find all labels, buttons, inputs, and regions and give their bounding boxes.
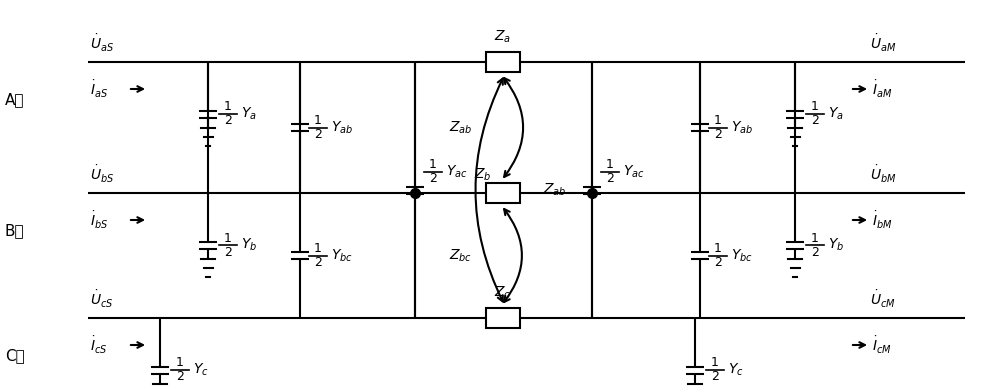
Text: 1: 1 xyxy=(314,114,322,127)
Text: C相: C相 xyxy=(5,349,25,363)
Text: B相: B相 xyxy=(5,224,25,238)
Text: $Y_{ac}$: $Y_{ac}$ xyxy=(623,164,645,180)
Text: $\dot{I}_{cM}$: $\dot{I}_{cM}$ xyxy=(872,334,892,356)
Text: 2: 2 xyxy=(714,128,722,141)
Text: $Y_{ab}$: $Y_{ab}$ xyxy=(731,119,753,136)
Text: 1: 1 xyxy=(811,231,819,245)
Text: $Z_b$: $Z_b$ xyxy=(474,167,492,183)
Text: 2: 2 xyxy=(224,115,232,127)
Text: $\dot{U}_{aS}$: $\dot{U}_{aS}$ xyxy=(90,33,114,54)
Text: $Z_c$: $Z_c$ xyxy=(494,285,512,301)
Text: 1: 1 xyxy=(429,159,437,171)
Text: $\dot{U}_{bS}$: $\dot{U}_{bS}$ xyxy=(90,164,114,185)
Text: 2: 2 xyxy=(811,115,819,127)
Text: 1: 1 xyxy=(224,231,232,245)
Bar xyxy=(486,52,520,72)
Text: 1: 1 xyxy=(176,356,184,370)
Text: $Z_{ab}$: $Z_{ab}$ xyxy=(449,119,473,136)
Text: $Y_a$: $Y_a$ xyxy=(241,106,257,122)
Text: $\dot{U}_{cM}$: $\dot{U}_{cM}$ xyxy=(870,289,896,310)
Text: 2: 2 xyxy=(711,370,719,384)
Text: $\dot{I}_{aM}$: $\dot{I}_{aM}$ xyxy=(872,79,892,99)
Text: $\dot{I}_{aS}$: $\dot{I}_{aS}$ xyxy=(90,79,108,99)
Text: 2: 2 xyxy=(314,256,322,269)
Text: $Y_b$: $Y_b$ xyxy=(241,237,257,253)
Text: $Y_c$: $Y_c$ xyxy=(728,362,744,378)
Text: 1: 1 xyxy=(224,101,232,113)
Text: 1: 1 xyxy=(714,242,722,255)
Text: 1: 1 xyxy=(811,101,819,113)
Text: $\dot{U}_{bM}$: $\dot{U}_{bM}$ xyxy=(870,164,897,185)
Bar xyxy=(486,308,520,328)
Text: $Y_{bc}$: $Y_{bc}$ xyxy=(731,247,753,264)
Text: $Y_b$: $Y_b$ xyxy=(828,237,844,253)
Text: 2: 2 xyxy=(429,173,437,185)
Text: 2: 2 xyxy=(714,256,722,269)
Text: 1: 1 xyxy=(314,242,322,255)
Text: $Y_{bc}$: $Y_{bc}$ xyxy=(331,247,353,264)
Text: $\dot{I}_{cS}$: $\dot{I}_{cS}$ xyxy=(90,334,107,356)
Text: 1: 1 xyxy=(714,114,722,127)
Text: A相: A相 xyxy=(5,92,24,108)
Bar xyxy=(486,183,520,203)
Text: $Y_{ac}$: $Y_{ac}$ xyxy=(446,164,468,180)
Text: 2: 2 xyxy=(811,245,819,259)
Text: 1: 1 xyxy=(606,159,614,171)
Text: $\dot{I}_{bM}$: $\dot{I}_{bM}$ xyxy=(872,209,893,231)
Text: 2: 2 xyxy=(606,173,614,185)
Text: 2: 2 xyxy=(176,370,184,384)
Text: 2: 2 xyxy=(314,128,322,141)
Text: $Y_c$: $Y_c$ xyxy=(193,362,209,378)
Text: 2: 2 xyxy=(224,245,232,259)
Text: $Z_{bc}$: $Z_{bc}$ xyxy=(449,247,473,264)
Text: $Y_{ab}$: $Y_{ab}$ xyxy=(331,119,353,136)
Text: 1: 1 xyxy=(711,356,719,370)
Text: $Z_a$: $Z_a$ xyxy=(494,29,512,45)
Text: $Y_a$: $Y_a$ xyxy=(828,106,844,122)
Text: $Z_{ab}$: $Z_{ab}$ xyxy=(543,182,567,198)
Text: $\dot{U}_{aM}$: $\dot{U}_{aM}$ xyxy=(870,33,896,54)
Text: $\dot{I}_{bS}$: $\dot{I}_{bS}$ xyxy=(90,209,108,231)
Text: $\dot{U}_{cS}$: $\dot{U}_{cS}$ xyxy=(90,289,114,310)
